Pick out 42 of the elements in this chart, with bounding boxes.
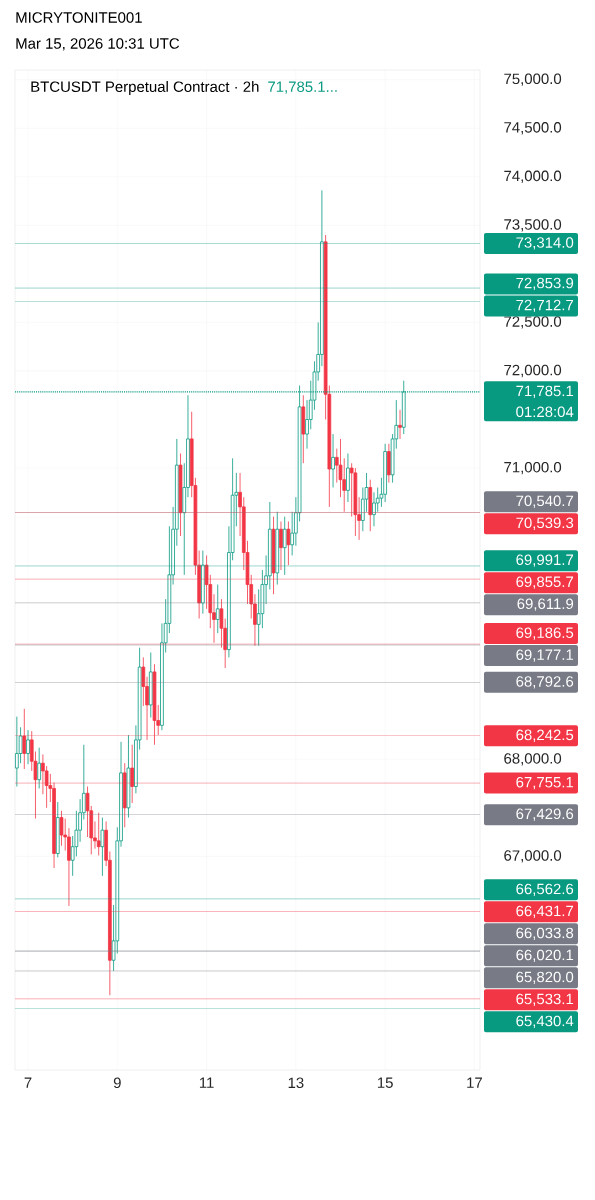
ref-line-label: 65,430.4 [516, 1015, 574, 1028]
y-tick-label: 72,500.0 [504, 316, 562, 329]
y-tick-label: 74,500.0 [504, 122, 562, 135]
text: 71,785.1... [268, 81, 337, 94]
x-tick-label: 15 [377, 1077, 393, 1088]
ref-line-label: 67,755.1 [516, 776, 574, 790]
ref-line-label: 72,712.7 [516, 299, 574, 313]
ref-line-label: 69,855.7 [516, 576, 574, 589]
ref-line-label: 69,177.1 [516, 649, 574, 662]
y-tick-label: 75,000.0 [504, 73, 562, 86]
y-tick-label: 67,000.0 [504, 850, 562, 863]
ref-line-label: 70,539.3 [516, 517, 574, 530]
text: 01:28:04 [516, 406, 574, 418]
text: MICRYTONITE001 [16, 12, 142, 23]
ref-line-label: 69,186.5 [516, 627, 574, 640]
y-tick-label: 72,000.0 [504, 364, 562, 378]
y-tick-label: 71,000.0 [504, 461, 562, 475]
y-tick-label: 73,500.0 [504, 219, 562, 232]
ref-line-label: 65,533.1 [516, 993, 574, 1006]
ref-line-label: 70,540.7 [516, 495, 574, 508]
x-tick-label: 17 [467, 1077, 482, 1088]
ref-line-label: 65,820.0 [516, 971, 574, 984]
ref-line-label: 66,033.8 [516, 927, 574, 940]
ref-line-label: 66,562.6 [516, 883, 574, 896]
x-tick-label: 13 [288, 1077, 304, 1089]
ref-line-label: 66,431.7 [516, 905, 574, 918]
ref-line-label: 69,991.7 [516, 554, 574, 567]
ref-line-label: 72,853.9 [516, 277, 574, 291]
x-tick-label: 7 [24, 1077, 32, 1088]
ref-line-label: 71,785.1 [516, 385, 574, 398]
x-tick-label: 11 [199, 1077, 214, 1088]
ref-line-label: 68,792.6 [516, 676, 574, 689]
ref-line-label: 73,314.0 [516, 237, 574, 250]
ref-line-label: 68,242.5 [516, 729, 574, 742]
ref-line-label: 66,020.1 [516, 949, 574, 962]
ref-line-label: 69,611.9 [517, 598, 574, 611]
y-tick-label: 68,000.0 [504, 753, 562, 766]
y-tick-label: 74,000.0 [504, 170, 562, 183]
ref-line-label: 67,429.6 [516, 808, 574, 821]
text: BTCUSDT Perpetual Contract · 2h [31, 81, 259, 95]
text: Mar 15, 2026 10:31 UTC [16, 38, 180, 51]
x-tick-label: 9 [113, 1077, 121, 1089]
